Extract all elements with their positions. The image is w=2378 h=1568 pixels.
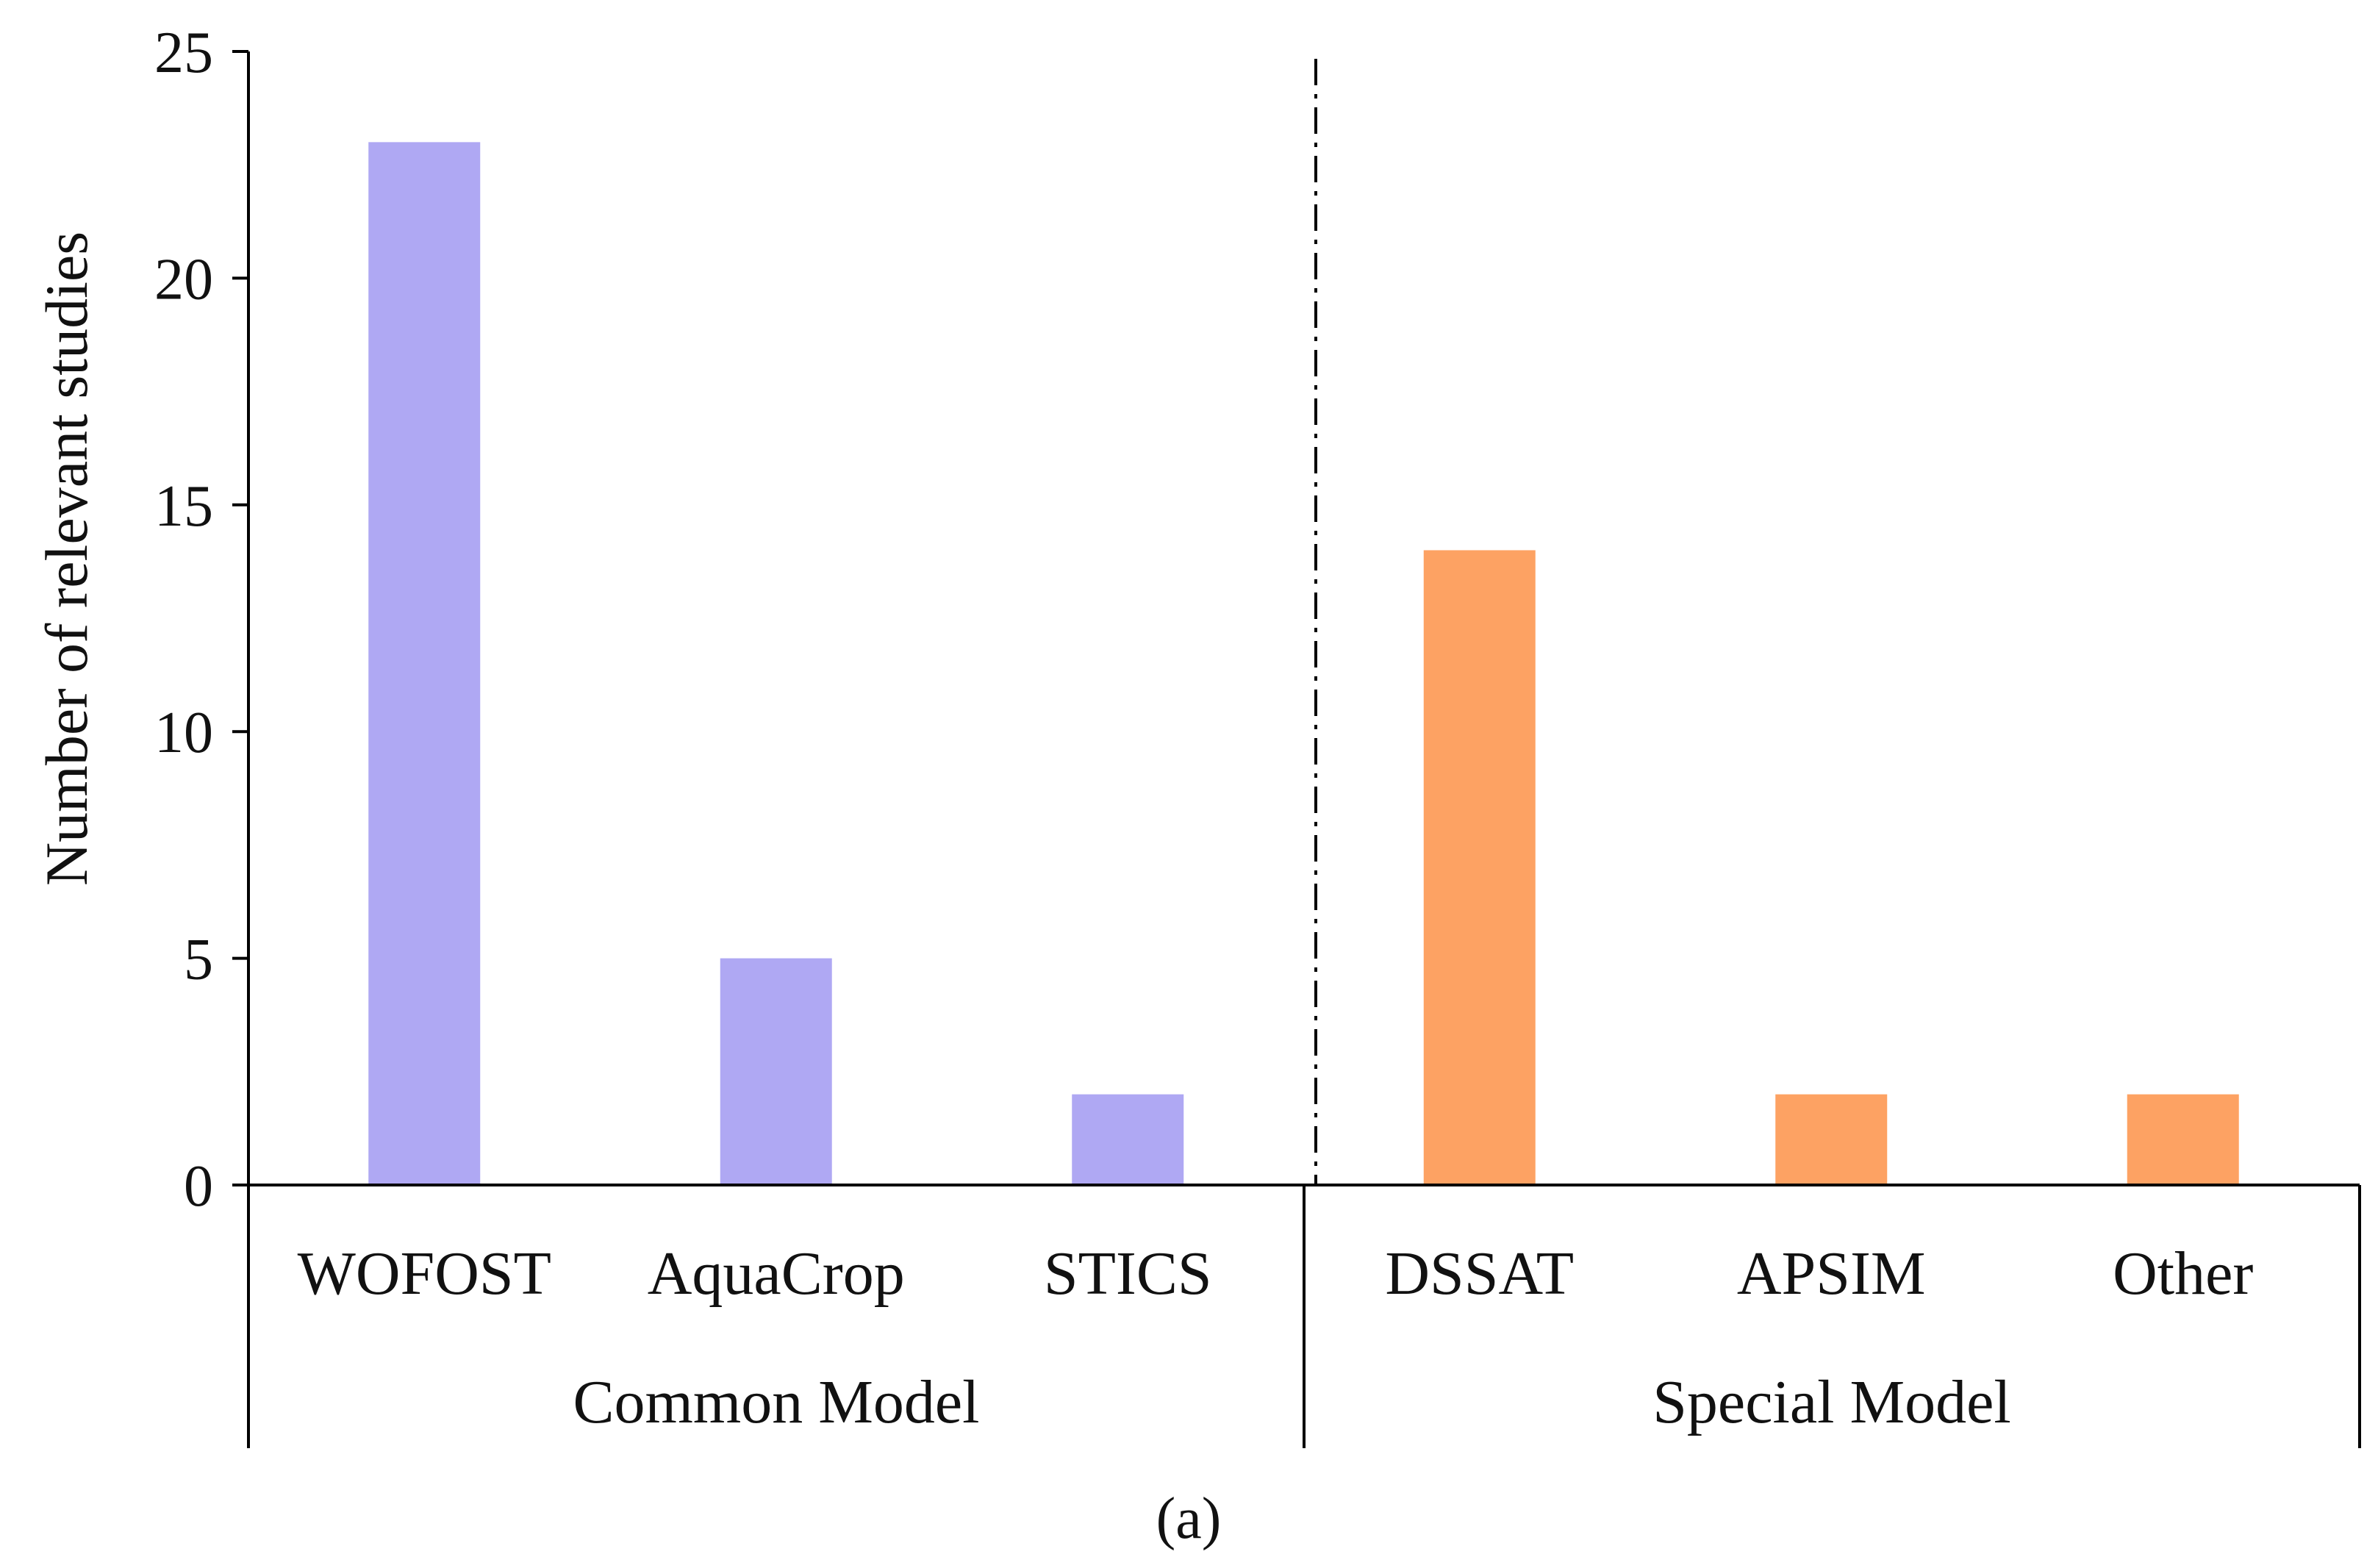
- x-category-label-stics: STICS: [1044, 1239, 1212, 1308]
- bar-wofost: [368, 142, 481, 1186]
- x-category-label-dssat: DSSAT: [1385, 1239, 1574, 1308]
- y-tick-label: 25: [154, 21, 213, 85]
- y-tick-label: 20: [154, 247, 213, 312]
- bars-layer: [368, 142, 2239, 1186]
- y-tick-label: 0: [184, 1154, 213, 1219]
- bar-aquacrop: [720, 958, 832, 1185]
- bar-apsim: [1775, 1094, 1888, 1185]
- bar-other: [2127, 1094, 2239, 1185]
- x-category-label-wofost: WOFOST: [298, 1239, 551, 1308]
- y-tick-label: 15: [154, 474, 213, 539]
- x-category-label-apsim: APSIM: [1737, 1239, 1926, 1308]
- panel-label: (a): [1156, 1486, 1222, 1551]
- y-axis-label: Number of relevant studies: [33, 232, 100, 886]
- x-category-label-aquacrop: AquaCrop: [648, 1239, 905, 1308]
- y-tick-label: 5: [184, 928, 213, 992]
- y-tick-label: 10: [154, 701, 213, 765]
- group-labels-layer: Common Model Special Model: [573, 1368, 2010, 1436]
- group-label-special-model: Special Model: [1652, 1368, 2011, 1436]
- y-ticks-layer: 0 5 10 15 20 25: [154, 21, 248, 1219]
- bar-dssat: [1423, 550, 1536, 1185]
- category-labels-layer: WOFOST AquaCrop STICS DSSAT APSIM Other: [298, 1239, 2254, 1308]
- bar-stics: [1072, 1094, 1184, 1185]
- group-label-common-model: Common Model: [573, 1368, 979, 1436]
- x-category-label-other: Other: [2113, 1239, 2253, 1308]
